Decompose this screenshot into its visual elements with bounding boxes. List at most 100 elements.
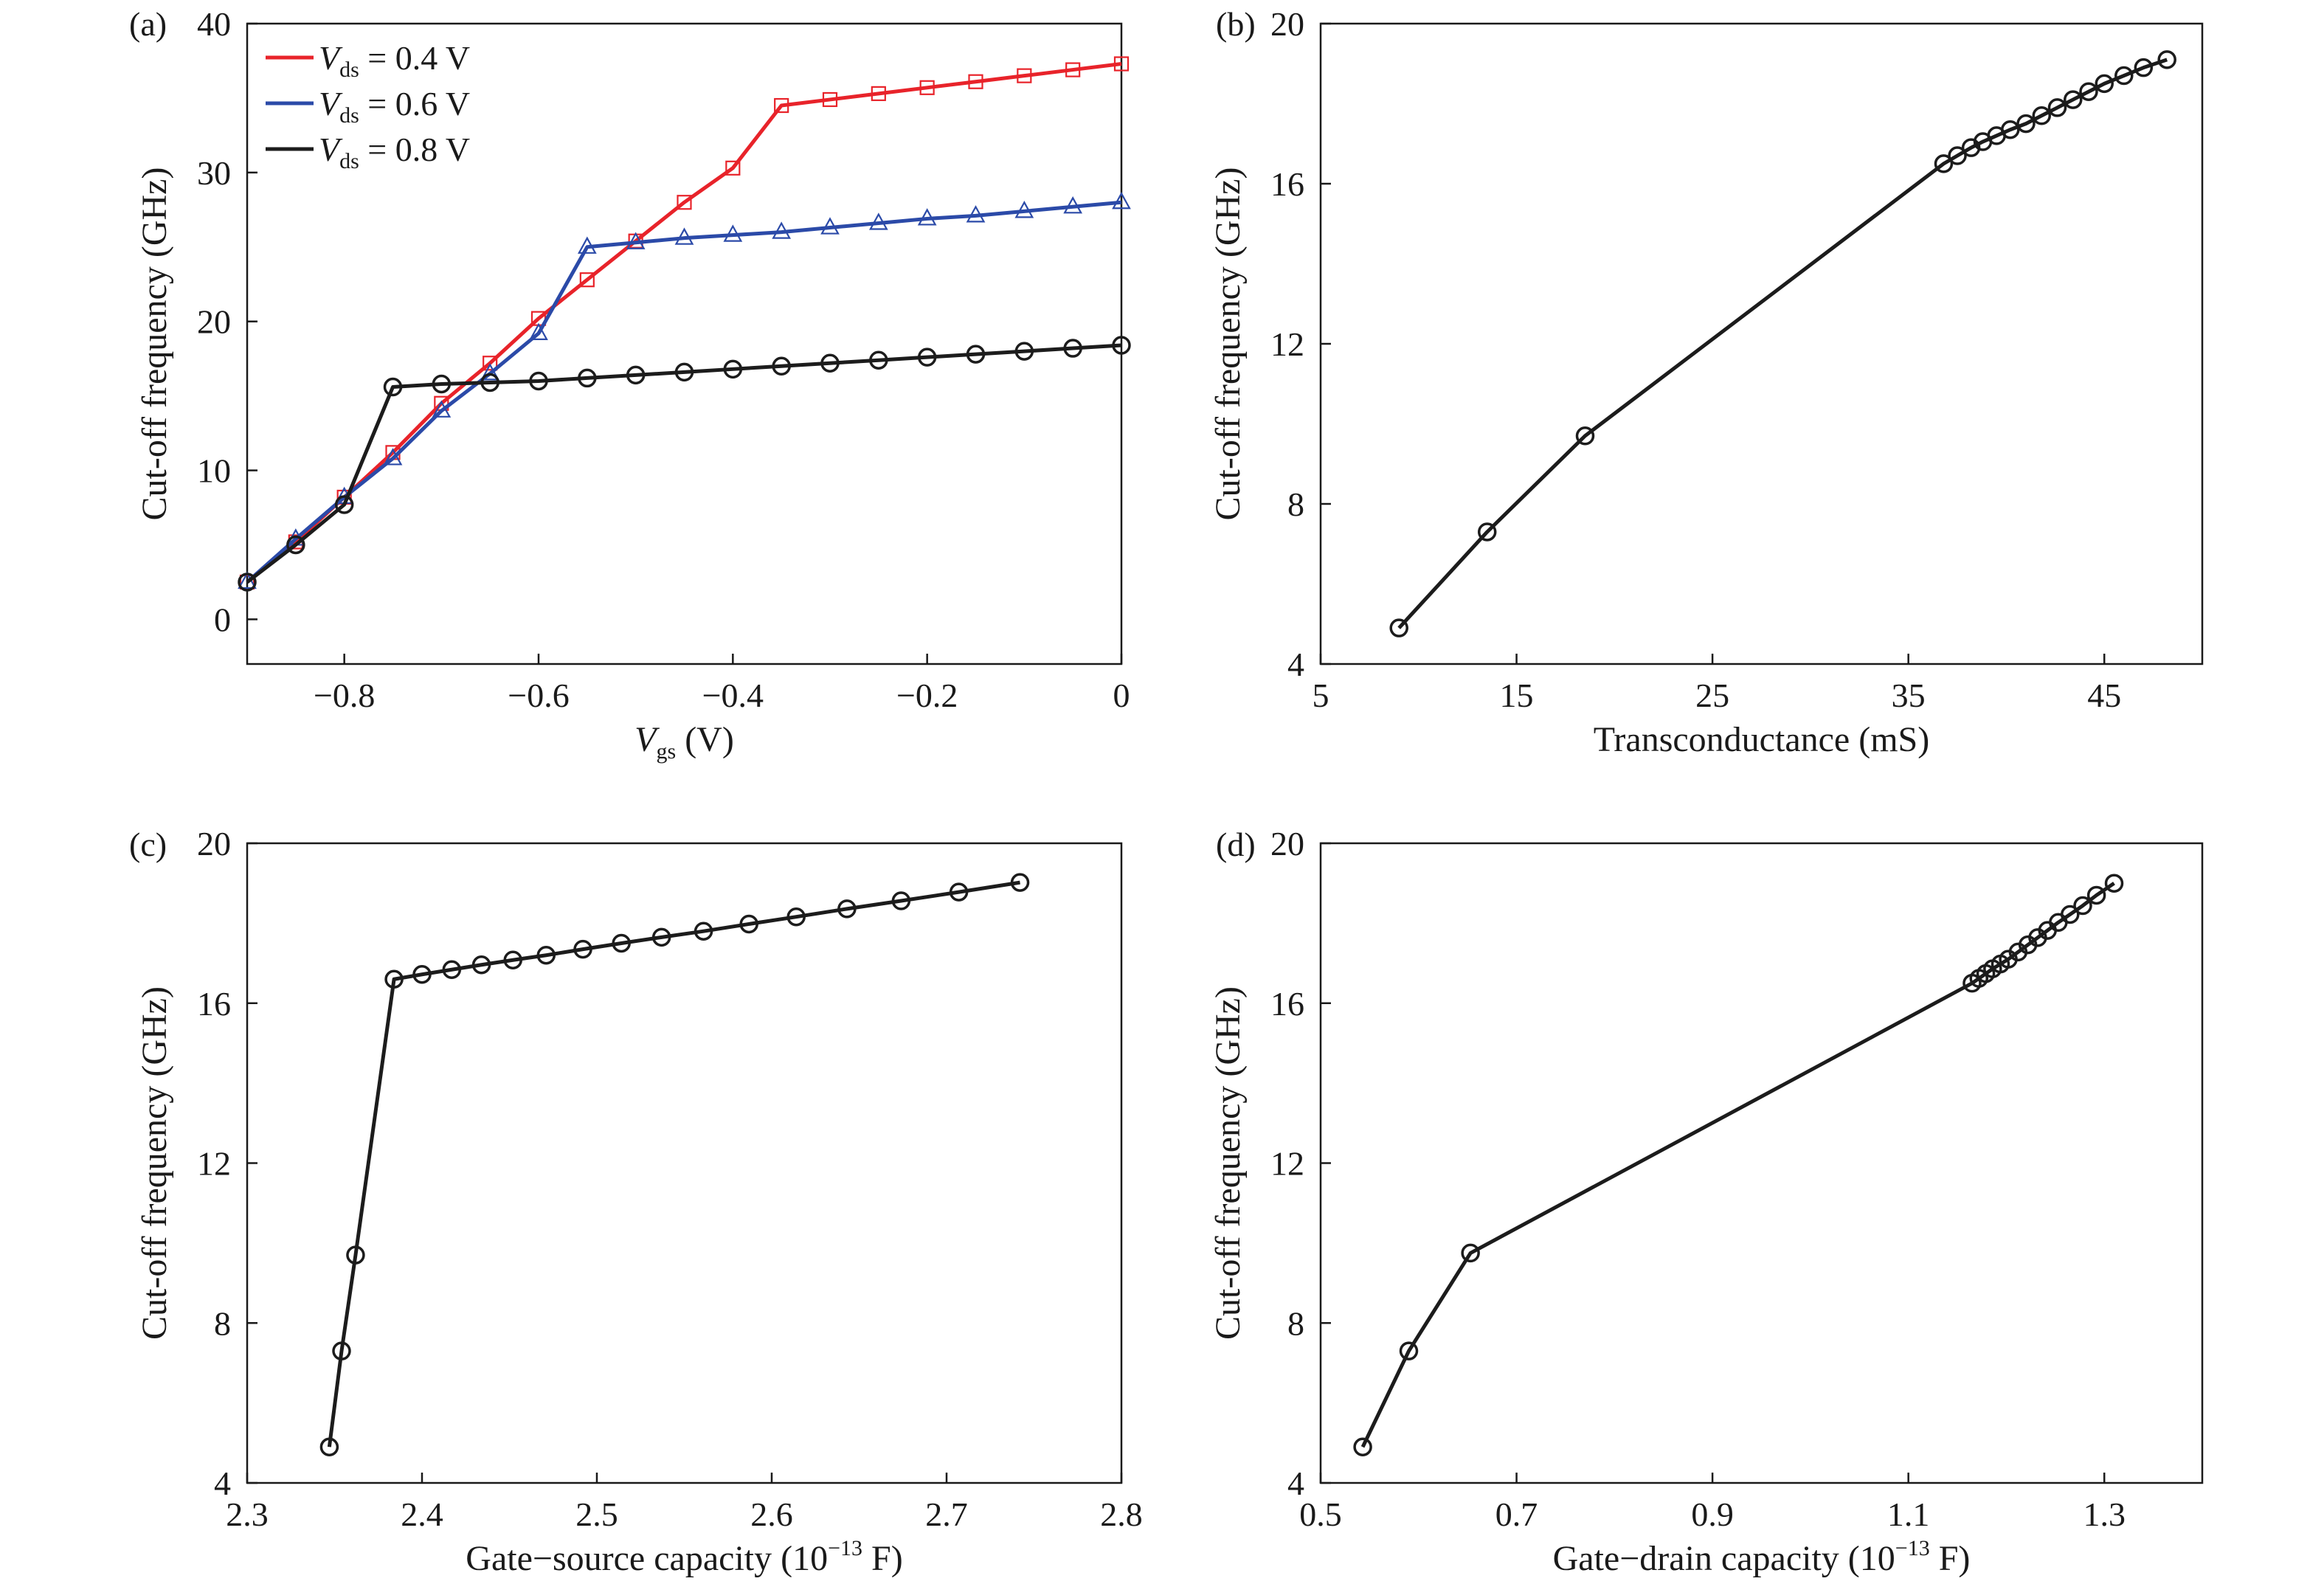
data-point — [2063, 90, 2083, 109]
y-tick-label: 12 — [1270, 1145, 1304, 1183]
series-line — [327, 880, 1020, 1448]
legend-rest: = 0.8 V — [359, 131, 470, 168]
series-line — [1397, 58, 2168, 629]
x-axis-label: Gate−drain capacity (10−13 F) — [1553, 1536, 1971, 1578]
panel-label: (a) — [129, 5, 167, 43]
y-tick-label: 12 — [1270, 325, 1304, 363]
data-point — [334, 495, 354, 514]
data-point — [725, 160, 741, 176]
y-tick-label: 10 — [197, 452, 231, 490]
data-point — [412, 964, 432, 984]
data-point — [739, 914, 758, 934]
x-axis-label: Vgs (V) — [634, 720, 734, 764]
x-axis-label: Transconductance (mS) — [1594, 720, 1929, 759]
data-point — [786, 907, 806, 927]
data-point — [1477, 522, 1497, 542]
data-point — [2061, 905, 2080, 924]
data-point — [529, 322, 548, 340]
series-1 — [1389, 50, 2176, 637]
data-point — [820, 217, 840, 235]
legend-rest: = 0.6 V — [359, 85, 470, 122]
data-point — [837, 899, 857, 919]
data-point — [772, 221, 792, 239]
data-point — [694, 921, 713, 941]
data-point — [1112, 191, 1131, 210]
data-point — [2047, 98, 2067, 117]
x-tick-label: 2.3 — [226, 1495, 269, 1533]
data-point — [383, 448, 403, 466]
data-point — [1575, 426, 1595, 446]
data-point — [917, 347, 937, 367]
data-point — [891, 891, 911, 910]
y-tick-label: 20 — [197, 303, 231, 341]
data-point — [2079, 82, 2098, 101]
data-point — [1113, 56, 1130, 72]
legend-var: V — [319, 39, 343, 77]
data-point — [1065, 62, 1081, 77]
series-3 — [238, 336, 1131, 592]
y-tick-label: 8 — [214, 1304, 231, 1342]
data-point — [2104, 874, 2124, 893]
data-point — [966, 345, 986, 364]
x-tick-label: −0.4 — [702, 677, 764, 714]
panel-label: (b) — [1216, 5, 1256, 43]
y-tick-label: 8 — [1287, 1304, 1304, 1342]
x-tick-label: 2.4 — [401, 1495, 443, 1533]
data-point — [949, 882, 969, 902]
x-tick-label: 0 — [1113, 677, 1130, 714]
legend-rest: = 0.4 V — [359, 39, 470, 77]
x-tick-label: 1.3 — [2083, 1495, 2126, 1533]
data-point — [919, 80, 935, 95]
data-point — [529, 371, 548, 391]
data-point — [820, 353, 840, 373]
data-point — [1399, 1341, 1419, 1360]
legend-var: V — [319, 131, 343, 168]
series-1 — [319, 873, 1030, 1456]
legend-label: Vds = 0.4 V — [319, 39, 470, 82]
data-point — [723, 224, 743, 242]
data-point — [483, 356, 498, 371]
legend-label: Vds = 0.8 V — [319, 131, 470, 173]
plot-frame — [246, 842, 1123, 1484]
data-point — [677, 195, 692, 210]
x-tick-label: 2.5 — [575, 1495, 618, 1533]
plot-frame — [1319, 842, 2204, 1484]
series-line — [246, 343, 1122, 584]
y-axis-label: Cut-off frequency (GHz) — [1208, 167, 1248, 521]
data-point — [286, 535, 305, 555]
data-point — [442, 960, 462, 979]
legend-sub: ds — [339, 103, 359, 128]
data-point — [1948, 146, 1967, 165]
x-tick-label: 5 — [1313, 677, 1329, 714]
x-tick-label: 0.9 — [1691, 1495, 1734, 1533]
y-tick-label: 16 — [1270, 165, 1304, 203]
x-tick-label: 1.1 — [1887, 1495, 1930, 1533]
data-point — [626, 365, 646, 385]
data-point — [1934, 154, 1954, 173]
data-point — [480, 373, 499, 392]
data-point — [319, 1437, 339, 1456]
data-point — [432, 400, 452, 418]
data-point — [480, 363, 500, 381]
data-point — [2095, 74, 2114, 94]
data-point — [579, 272, 595, 288]
x-axis-label-sup: −13 — [828, 1536, 862, 1560]
y-tick-label: 20 — [197, 825, 231, 862]
data-point — [2032, 106, 2051, 125]
data-point — [573, 939, 592, 959]
x-tick-label: −0.8 — [314, 677, 375, 714]
x-tick-label: 45 — [2087, 677, 2121, 714]
x-tick-label: 15 — [1500, 677, 1534, 714]
y-tick-label: 4 — [1287, 1464, 1304, 1502]
y-tick-label: 30 — [197, 154, 231, 192]
data-point — [2086, 885, 2106, 905]
data-point — [626, 232, 646, 249]
x-axis-label-main: Gate−drain capacity (10 — [1553, 1539, 1895, 1578]
chart-panel-3: 2.3 2.4 2.5 2.6 2.7 2.8 4 8 12 16 20 (c) Cut-off fre… — [129, 825, 1143, 1578]
data-point — [1063, 196, 1083, 214]
panel-label: (c) — [129, 826, 167, 863]
chart-panel-2: 5 15 25 35 45 4 8 12 16 20 (b) Cut-off frequency (G… — [1208, 5, 2204, 759]
x-tick-label: 0.7 — [1495, 1495, 1538, 1533]
y-tick-label: 20 — [1270, 5, 1304, 43]
